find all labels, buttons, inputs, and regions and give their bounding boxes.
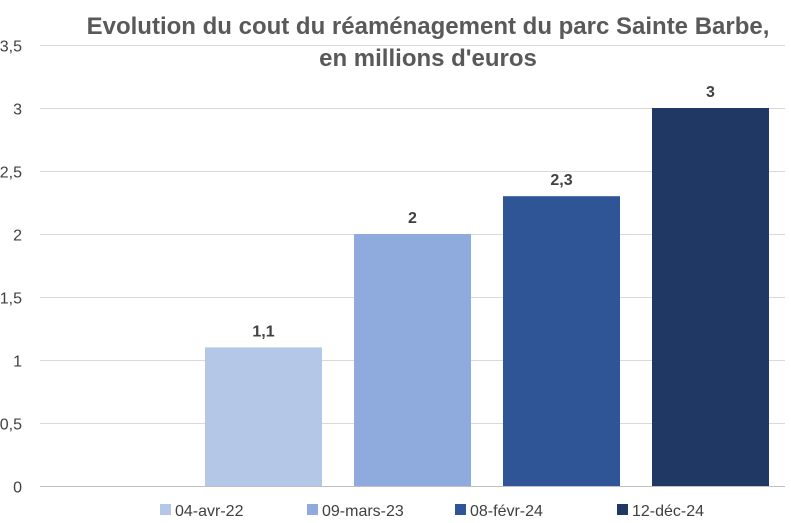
bars	[205, 108, 769, 486]
y-tick-label: 0,5	[0, 417, 22, 434]
chart-title-line-2: en millions d'euros	[319, 45, 537, 72]
y-tick-label: 2,5	[0, 165, 22, 182]
bar	[503, 196, 620, 486]
y-tick-label: 0	[13, 480, 22, 497]
data-label: 1,1	[252, 323, 274, 340]
legend-label: 04-avr-22	[175, 503, 244, 520]
legend-swatch	[307, 504, 318, 515]
y-tick-label: 3	[13, 102, 22, 119]
chart-title-line-1: Evolution du cout du réaménagement du pa…	[87, 13, 770, 40]
y-tick-label: 1	[13, 354, 22, 371]
data-label: 3	[706, 84, 715, 101]
bar	[205, 347, 322, 486]
data-label: 2,3	[550, 172, 572, 189]
data-labels: 1,1 2 2,3 3	[252, 84, 715, 340]
data-label: 2	[408, 210, 417, 227]
y-axis-tick-labels: 0 0,5 1 1,5 2 2,5 3 3,5	[0, 39, 22, 497]
y-tick-label: 3,5	[0, 39, 22, 56]
legend-label: 08-févr-24	[470, 503, 543, 520]
legend-swatch	[617, 504, 628, 515]
y-tick-label: 1,5	[0, 291, 22, 308]
legend-label: 12-déc-24	[632, 503, 704, 520]
legend-label: 09-mars-23	[322, 503, 404, 520]
bar	[652, 108, 769, 486]
bar	[354, 234, 471, 486]
legend-swatch	[455, 504, 466, 515]
legend-swatch	[160, 504, 171, 515]
legend: 04-avr-22 09-mars-23 08-févr-24 12-déc-24	[160, 503, 704, 520]
y-tick-label: 2	[13, 228, 22, 245]
